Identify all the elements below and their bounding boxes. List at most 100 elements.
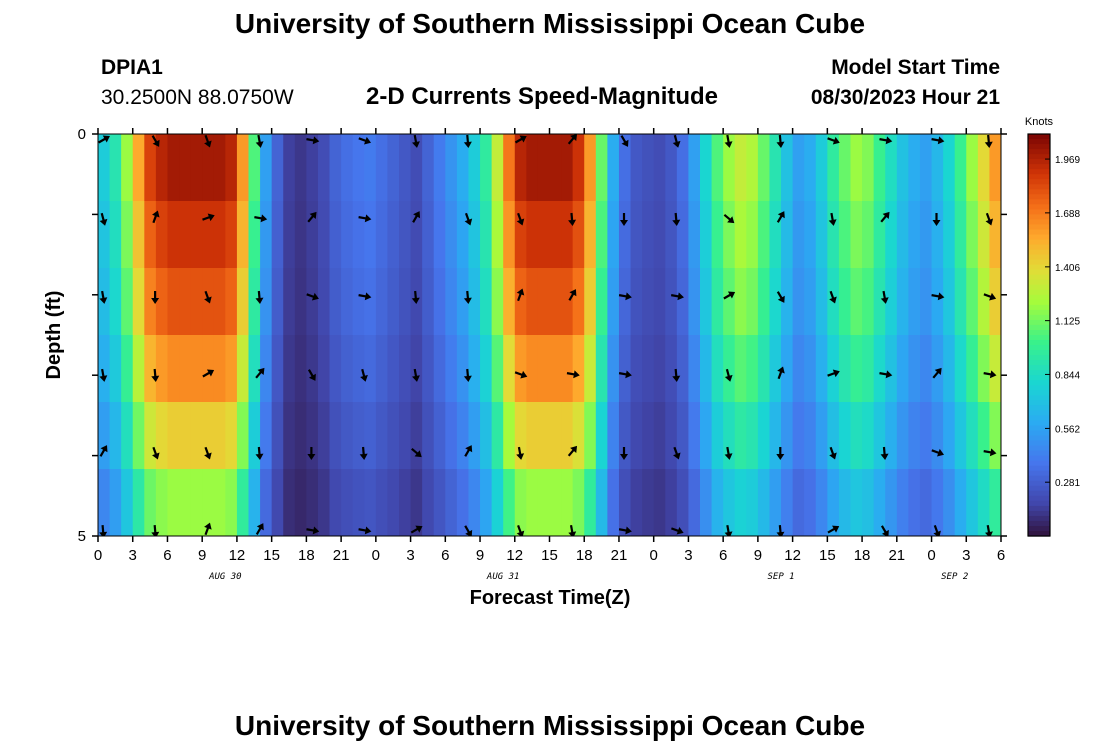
heat-cell (179, 469, 192, 536)
colorbar-segment (1028, 259, 1050, 266)
heat-cell (804, 402, 817, 470)
current-arrow (620, 213, 628, 226)
heat-cell (769, 402, 782, 470)
heat-cell (642, 134, 655, 202)
current-arrow (254, 214, 268, 223)
heat-cell (225, 335, 238, 403)
x-tick-label: 15 (263, 547, 280, 564)
heat-cell (480, 335, 493, 403)
heat-cell (213, 469, 226, 536)
heat-cell (387, 134, 400, 202)
heat-cell (630, 268, 643, 336)
heat-cell (572, 201, 585, 269)
colorbar-segment (1028, 430, 1050, 437)
heat-cell (526, 268, 539, 336)
heat-cell (688, 268, 701, 336)
date-label: SEP 2 (941, 572, 968, 582)
current-arrow (358, 292, 372, 301)
heat-cell (109, 335, 122, 403)
heat-cell (202, 335, 215, 403)
heat-cell (317, 268, 331, 336)
heat-cell (804, 201, 817, 269)
heat-cell (132, 268, 145, 336)
heat-cell (665, 469, 678, 536)
heat-cell (260, 335, 273, 403)
heat-cell (341, 469, 354, 536)
heat-cell (98, 201, 111, 269)
heat-cell (202, 134, 215, 202)
colorbar-segment (1028, 350, 1050, 356)
heat-cell (595, 268, 608, 336)
heat-cell (665, 402, 678, 470)
current-arrow (412, 368, 420, 382)
heat-cell (352, 402, 365, 470)
heat-cell (850, 134, 863, 202)
x-tick-label: 12 (506, 547, 523, 564)
colorbar-tick-label: 1.688 (1055, 209, 1080, 220)
heat-cell (700, 201, 713, 269)
current-arrow (306, 292, 319, 301)
current-arrow (204, 290, 212, 304)
heat-cell (584, 469, 597, 536)
heat-cell (954, 268, 967, 336)
heat-cell (943, 201, 956, 269)
heat-cell (503, 469, 516, 536)
heat-cell (121, 335, 134, 403)
heat-cell (480, 469, 493, 536)
heat-cell (387, 469, 400, 536)
heat-cell (850, 402, 863, 470)
current-arrow (932, 367, 942, 379)
current-arrow (673, 446, 681, 460)
heat-cell (653, 469, 666, 536)
colorbar-segment (1028, 319, 1050, 326)
x-tick-label: 21 (611, 547, 628, 564)
heat-cell (769, 134, 782, 202)
heat-cell (422, 268, 435, 336)
heat-cell (711, 469, 724, 536)
date-label: SEP 1 (767, 572, 794, 582)
heat-cell (838, 268, 852, 336)
current-arrow (202, 213, 215, 222)
heat-cell (734, 201, 747, 269)
colorbar-segment (1028, 410, 1050, 417)
heat-cell (526, 335, 539, 403)
colorbar-segment (1028, 169, 1050, 175)
colorbar-segment (1028, 390, 1050, 396)
colorbar-segment (1028, 510, 1050, 517)
current-arrow (829, 290, 837, 304)
colorbar-segment (1028, 365, 1050, 371)
heat-cell (630, 469, 643, 536)
heat-cell (873, 268, 886, 336)
heat-cell (190, 134, 203, 202)
heat-cell (341, 201, 354, 269)
current-arrow (99, 290, 108, 304)
colorbar-segment (1028, 420, 1050, 427)
heat-cell (294, 268, 307, 336)
colorbar-segment (1028, 154, 1050, 160)
heat-cell (132, 201, 145, 269)
heat-cell (908, 335, 921, 403)
heat-cell (919, 469, 933, 536)
heat-cell (375, 268, 389, 336)
heat-cell (445, 201, 458, 269)
heat-cell (757, 402, 771, 470)
heat-cell (873, 335, 886, 403)
heat-cell (781, 335, 794, 403)
colorbar-segment (1028, 294, 1050, 301)
heat-cell (746, 201, 759, 269)
colorbar-segment (1028, 314, 1050, 321)
heat-cell (584, 335, 597, 403)
current-arrow (463, 368, 472, 382)
heat-cell (572, 335, 585, 403)
heat-cell (943, 268, 956, 336)
heat-cell (456, 469, 470, 536)
colorbar-segment (1028, 279, 1050, 286)
heat-cell (537, 134, 551, 202)
heat-cell (225, 134, 238, 202)
heat-cell (688, 335, 701, 403)
colorbar-tick-label: 1.125 (1055, 317, 1080, 328)
current-arrow (776, 291, 785, 303)
heat-cell (364, 469, 377, 536)
heat-cell (757, 201, 771, 269)
